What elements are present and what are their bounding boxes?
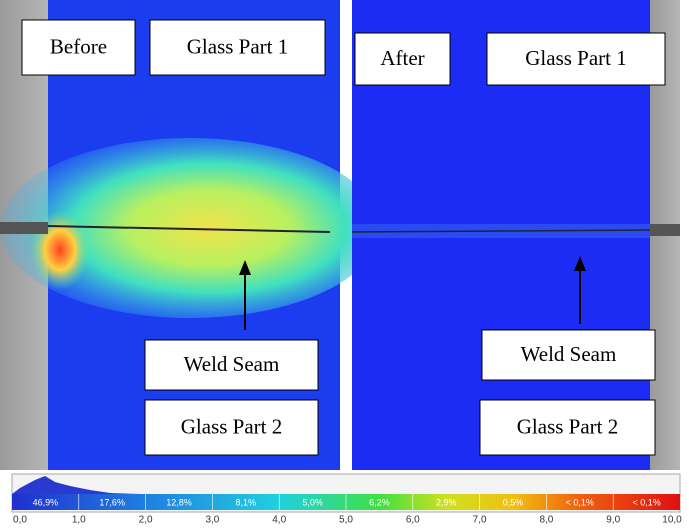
tick-label: 8,0 <box>539 515 553 526</box>
segment-label: 6,2% <box>369 497 390 507</box>
part-label: Glass Part 2 <box>181 414 283 438</box>
part-label: Glass Part 1 <box>187 34 289 58</box>
tick-label: 2,0 <box>139 515 153 526</box>
panel-label: After <box>380 46 424 70</box>
weld-edge <box>650 224 680 236</box>
segment-label: 2,9% <box>436 497 457 507</box>
tick-label: 9,0 <box>606 515 620 526</box>
tick-label: 4,0 <box>272 515 286 526</box>
segment-label: 0,5% <box>503 497 524 507</box>
tick-label: 3,0 <box>205 515 219 526</box>
tick-label: 6,0 <box>406 515 420 526</box>
panel-label: Before <box>50 34 107 58</box>
segment-label: 17,6% <box>99 497 125 507</box>
tick-label: 1,0 <box>72 515 86 526</box>
segment-label: 8,1% <box>236 497 257 507</box>
page: Before Glass Part 1 Weld Seam Glass Part 2 A… <box>0 0 689 529</box>
seam-label: Weld Seam <box>521 342 617 366</box>
seam-label: Weld Seam <box>184 352 280 376</box>
weld-edge <box>0 222 48 234</box>
segment-label: < 0,1% <box>566 497 594 507</box>
part-label: Glass Part 2 <box>517 414 619 438</box>
segment-label: 5,0% <box>302 497 323 507</box>
segment-label: < 0,1% <box>632 497 660 507</box>
part-label: Glass Part 1 <box>525 46 627 70</box>
tick-label: 10,0 <box>662 515 682 526</box>
tick-label: 7,0 <box>473 515 487 526</box>
segment-label: 12,8% <box>166 497 192 507</box>
tick-label: 5,0 <box>339 515 353 526</box>
segment-label: 46,9% <box>33 497 59 507</box>
tick-label: 0,0 <box>13 515 27 526</box>
figure: Before Glass Part 1 Weld Seam Glass Part 2 A… <box>0 0 689 529</box>
